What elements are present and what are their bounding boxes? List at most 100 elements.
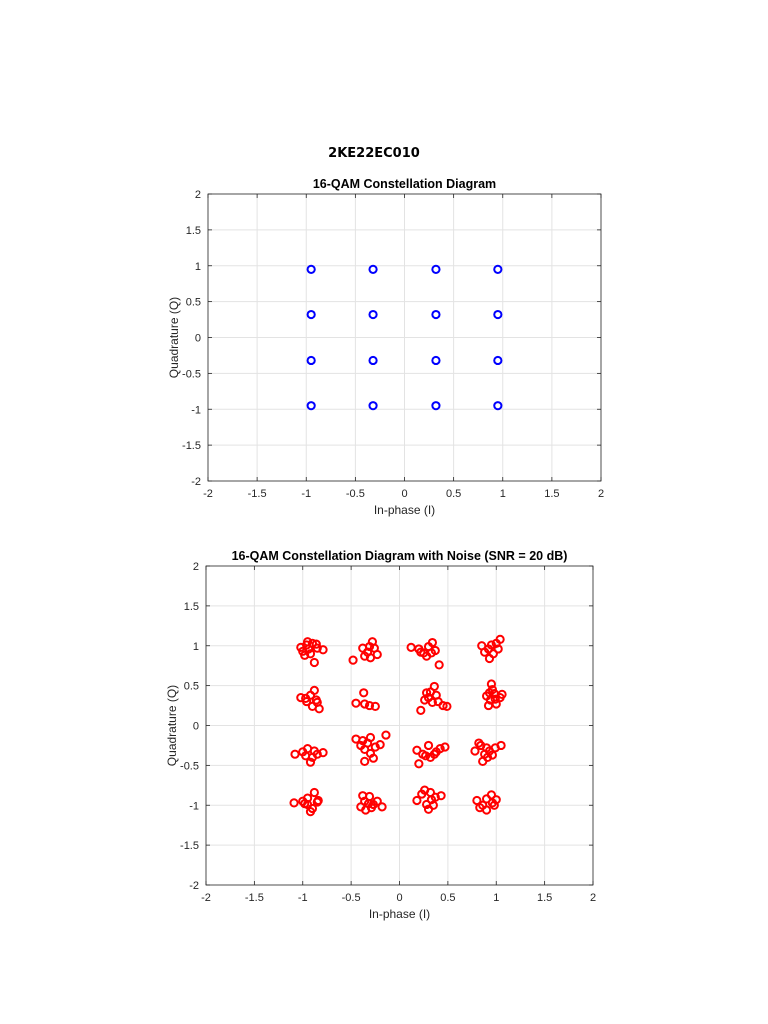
data-point [484, 653, 495, 664]
data-point [368, 753, 378, 763]
data-point [487, 798, 497, 808]
y-tick-label: 0.5 [186, 297, 201, 309]
data-point [497, 689, 507, 699]
x-tick-label: -1.5 [248, 488, 267, 500]
data-point [431, 690, 441, 700]
data-point [305, 649, 316, 659]
data-point [434, 660, 444, 670]
data-point [412, 795, 422, 806]
data-point [360, 699, 370, 709]
data-point [493, 264, 503, 274]
data-point [427, 697, 437, 707]
x-tick-label: -0.5 [346, 488, 365, 500]
data-point [377, 802, 387, 812]
data-point [318, 645, 328, 655]
data-point [301, 751, 311, 761]
data-point [351, 698, 361, 708]
data-point [311, 639, 321, 649]
data-point [289, 798, 299, 808]
y-tick-label: 0 [195, 333, 201, 345]
data-point [431, 355, 441, 366]
data-point [414, 759, 424, 769]
data-point [428, 800, 438, 810]
data-point [486, 679, 497, 689]
data-point [360, 756, 370, 766]
x-tick-label: 1 [493, 892, 499, 904]
data-point [305, 757, 316, 767]
data-point [431, 264, 441, 274]
data-point [431, 747, 441, 757]
data-point [309, 657, 319, 668]
data-point [309, 685, 319, 696]
x-tick-label: 1 [500, 488, 506, 500]
x-tick-label: 2 [590, 892, 596, 904]
y-tick-label: 2 [195, 189, 201, 201]
data-point [306, 309, 316, 320]
y-axis-label: Quadrature (Q) [167, 297, 181, 378]
data-point [309, 787, 319, 798]
constellation-plot: -2 -1.5 -1 -0.5 0 0.5 1 1.5 2 -2 -1.5 -1 -0.5 0 0.5 1 1.… [167, 177, 604, 517]
data-point [493, 644, 503, 654]
data-point [301, 693, 311, 703]
data-point [300, 799, 310, 809]
y-tick-label: -2 [191, 476, 201, 488]
x-tick-label: -2 [203, 488, 213, 500]
y-tick-label: 1 [195, 261, 201, 273]
data-point [381, 730, 391, 740]
y-tick-label: -2 [189, 880, 199, 892]
data-point [421, 688, 432, 698]
data-point [375, 740, 385, 750]
data-point [431, 309, 441, 320]
data-point [416, 705, 426, 715]
data-point [314, 704, 324, 714]
x-tick-label: 1.5 [537, 892, 552, 904]
y-tick-label: -0.5 [180, 760, 199, 772]
x-tick-label: -1.5 [245, 892, 264, 904]
data-point [493, 309, 503, 320]
data-point [436, 791, 446, 801]
data-point [372, 796, 382, 806]
data-point [490, 694, 500, 704]
data-point [311, 695, 321, 705]
x-tick-label: -0.5 [342, 892, 361, 904]
x-axis-label: In-phase (I) [369, 907, 430, 921]
data-point [493, 355, 503, 366]
data-point [358, 736, 368, 746]
y-tick-label: 1 [193, 641, 199, 653]
x-tick-label: 0 [401, 488, 407, 500]
data-point [482, 752, 493, 763]
x-tick-label: 0.5 [446, 488, 461, 500]
y-tick-label: 1.5 [184, 601, 199, 613]
data-point [364, 641, 375, 652]
data-point [360, 651, 370, 661]
data-point [365, 732, 376, 743]
x-tick-label: -1 [301, 488, 311, 500]
data-point [423, 740, 434, 751]
y-tick-label: -1 [189, 800, 199, 812]
data-point [416, 647, 426, 657]
data-point [486, 640, 497, 650]
x-tick-label: 2 [598, 488, 604, 500]
chart-title: 16-QAM Constellation Diagram with Noise … [232, 549, 568, 563]
data-point [370, 701, 380, 711]
data-point [306, 401, 316, 411]
data-point [491, 699, 501, 709]
data-point [496, 740, 506, 751]
data-point [312, 643, 322, 653]
x-tick-label: -1 [298, 892, 308, 904]
data-point [484, 688, 495, 698]
data-point [472, 795, 482, 806]
data-point [366, 803, 377, 813]
data-point [425, 752, 436, 763]
data-point [438, 700, 448, 711]
data-point [470, 746, 480, 756]
data-point [364, 700, 375, 711]
data-point [302, 637, 313, 647]
y-axis-label: Quadrature (Q) [165, 685, 179, 766]
data-point [493, 401, 503, 411]
y-tick-label: -1 [191, 404, 201, 416]
chart-title: 16-QAM Constellation Diagram [313, 177, 496, 191]
data-point [368, 355, 378, 366]
y-tick-label: -1.5 [180, 840, 199, 852]
